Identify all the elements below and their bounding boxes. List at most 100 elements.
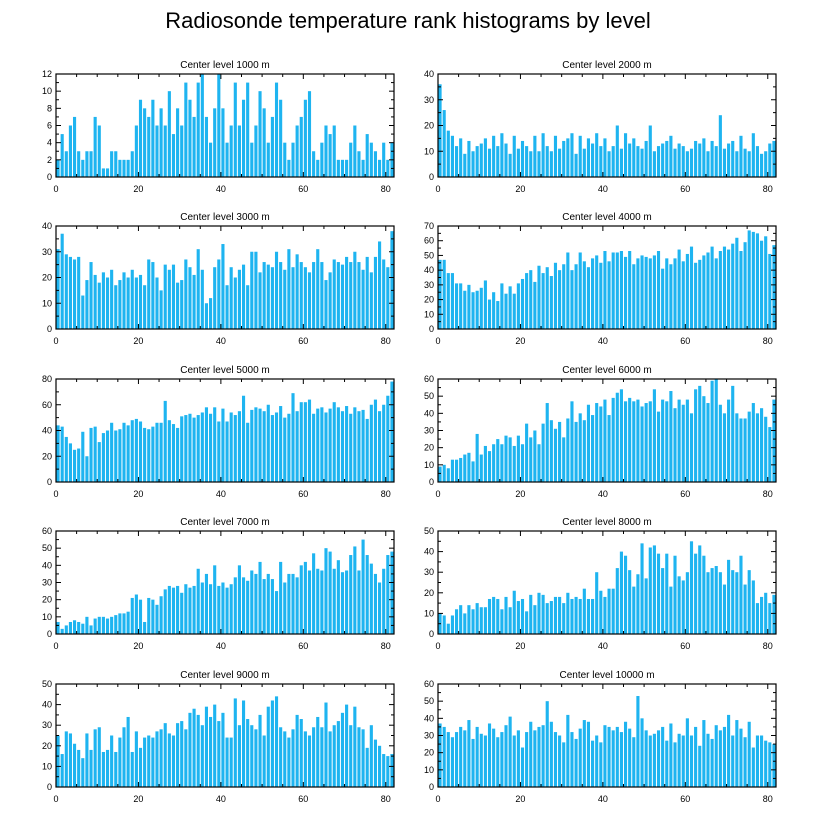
histogram-bar xyxy=(171,424,176,482)
histogram-bar xyxy=(463,153,467,177)
histogram-bar xyxy=(217,421,221,482)
histogram-bar xyxy=(636,258,640,329)
histogram-bar xyxy=(105,277,110,329)
histogram-bar xyxy=(607,726,611,787)
histogram-bar xyxy=(541,594,545,634)
histogram-bar xyxy=(200,74,204,177)
histogram-bar xyxy=(578,252,582,329)
histogram-bar xyxy=(291,393,295,482)
histogram-bar xyxy=(155,422,159,482)
histogram-bar xyxy=(450,737,454,787)
histogram-bar xyxy=(180,280,184,329)
histogram-bar xyxy=(97,282,101,329)
histogram-bar xyxy=(669,135,673,177)
histogram-bar xyxy=(233,82,237,177)
histogram-bar xyxy=(357,151,361,177)
histogram-bar xyxy=(558,148,562,177)
bars xyxy=(56,231,394,329)
histogram-bar xyxy=(328,272,332,329)
histogram-bar xyxy=(751,580,755,634)
histogram-bar xyxy=(365,134,369,177)
x-tick-label: 60 xyxy=(298,489,308,499)
histogram-bar xyxy=(512,735,516,787)
histogram-bar xyxy=(537,726,541,787)
histogram-bar xyxy=(184,82,188,177)
histogram-panel-1: Center level 1000 m 0 20 40 60 80 0 2 4 6 8 10 12 xyxy=(42,60,395,194)
panel-title: Center level 9000 m xyxy=(180,670,270,681)
histogram-bar xyxy=(586,267,591,329)
y-tick-label: 80 xyxy=(42,374,52,384)
histogram-bar xyxy=(324,280,328,329)
histogram-bar xyxy=(101,616,105,634)
histogram-bar xyxy=(184,259,188,329)
histogram-bar xyxy=(459,457,463,482)
histogram-bar xyxy=(147,429,151,482)
histogram-bar xyxy=(225,285,229,329)
histogram-bar xyxy=(279,406,283,482)
y-tick-label: 8 xyxy=(47,103,52,113)
histogram-bar xyxy=(549,420,553,482)
histogram-panel-5: Center level 5000 m 0 20 40 60 80 0 20 40 60 80 xyxy=(42,365,395,499)
histogram-bar xyxy=(533,430,537,482)
histogram-bar xyxy=(378,582,382,634)
histogram-bar xyxy=(586,721,591,787)
histogram-panel-6: Center level 6000 m 0 20 40 60 80 0 10 20 30 40 50 6… xyxy=(424,365,777,499)
histogram-bar xyxy=(591,740,595,787)
histogram-bar xyxy=(241,264,246,329)
y-tick-label: 12 xyxy=(42,69,52,79)
histogram-bar xyxy=(72,449,77,482)
histogram-bar xyxy=(640,255,644,329)
histogram-bar xyxy=(373,739,378,787)
histogram-bar xyxy=(479,143,483,177)
histogram-bar xyxy=(357,262,361,329)
x-tick-label: 80 xyxy=(763,336,773,346)
histogram-bar xyxy=(258,561,262,634)
y-tick-label: 10 xyxy=(424,460,434,470)
histogram-bar xyxy=(755,146,760,177)
histogram-bar xyxy=(747,151,751,177)
histogram-bar xyxy=(628,143,632,177)
histogram-bar xyxy=(77,621,81,634)
histogram-bar xyxy=(93,426,97,482)
histogram-bar xyxy=(180,592,184,634)
histogram-bar xyxy=(772,245,776,329)
histogram-bar xyxy=(492,292,496,329)
histogram-bar xyxy=(382,754,386,787)
histogram-bar xyxy=(537,265,541,329)
histogram-bar xyxy=(665,258,669,329)
histogram-bar xyxy=(562,742,566,787)
histogram-bar xyxy=(520,598,525,634)
histogram-bar xyxy=(122,613,126,634)
x-tick-label: 80 xyxy=(763,489,773,499)
histogram-bar xyxy=(739,555,743,634)
histogram-bar xyxy=(336,159,340,177)
histogram-bar xyxy=(760,596,764,634)
histogram-bar xyxy=(353,407,357,482)
histogram-bar xyxy=(270,415,274,482)
histogram-bar xyxy=(122,159,126,177)
histogram-bar xyxy=(673,555,677,634)
bars xyxy=(56,696,394,787)
histogram-bar xyxy=(60,134,64,177)
y-tick-label: 50 xyxy=(424,696,434,706)
histogram-bar xyxy=(274,251,279,329)
histogram-bar xyxy=(176,282,180,329)
histogram-bar xyxy=(200,412,204,482)
y-tick-label: 2 xyxy=(47,155,52,165)
histogram-bar xyxy=(221,712,225,787)
histogram-bar xyxy=(188,587,192,634)
histogram-bar xyxy=(246,285,250,329)
histogram-bar xyxy=(508,286,512,329)
histogram-bar xyxy=(533,281,537,329)
histogram-bar xyxy=(340,264,345,329)
histogram-bar xyxy=(147,259,151,329)
histogram-bar xyxy=(332,568,336,634)
histogram-bar xyxy=(578,135,582,177)
histogram-bar xyxy=(516,148,520,177)
histogram-panel-8: Center level 8000 m 0 20 40 60 80 0 10 20 30 40 50 xyxy=(424,517,777,651)
histogram-bar xyxy=(336,407,340,482)
panel-title: Center level 7000 m xyxy=(180,517,270,528)
histogram-bar xyxy=(772,744,776,787)
histogram-bar xyxy=(739,135,743,177)
histogram-bar xyxy=(56,621,60,634)
